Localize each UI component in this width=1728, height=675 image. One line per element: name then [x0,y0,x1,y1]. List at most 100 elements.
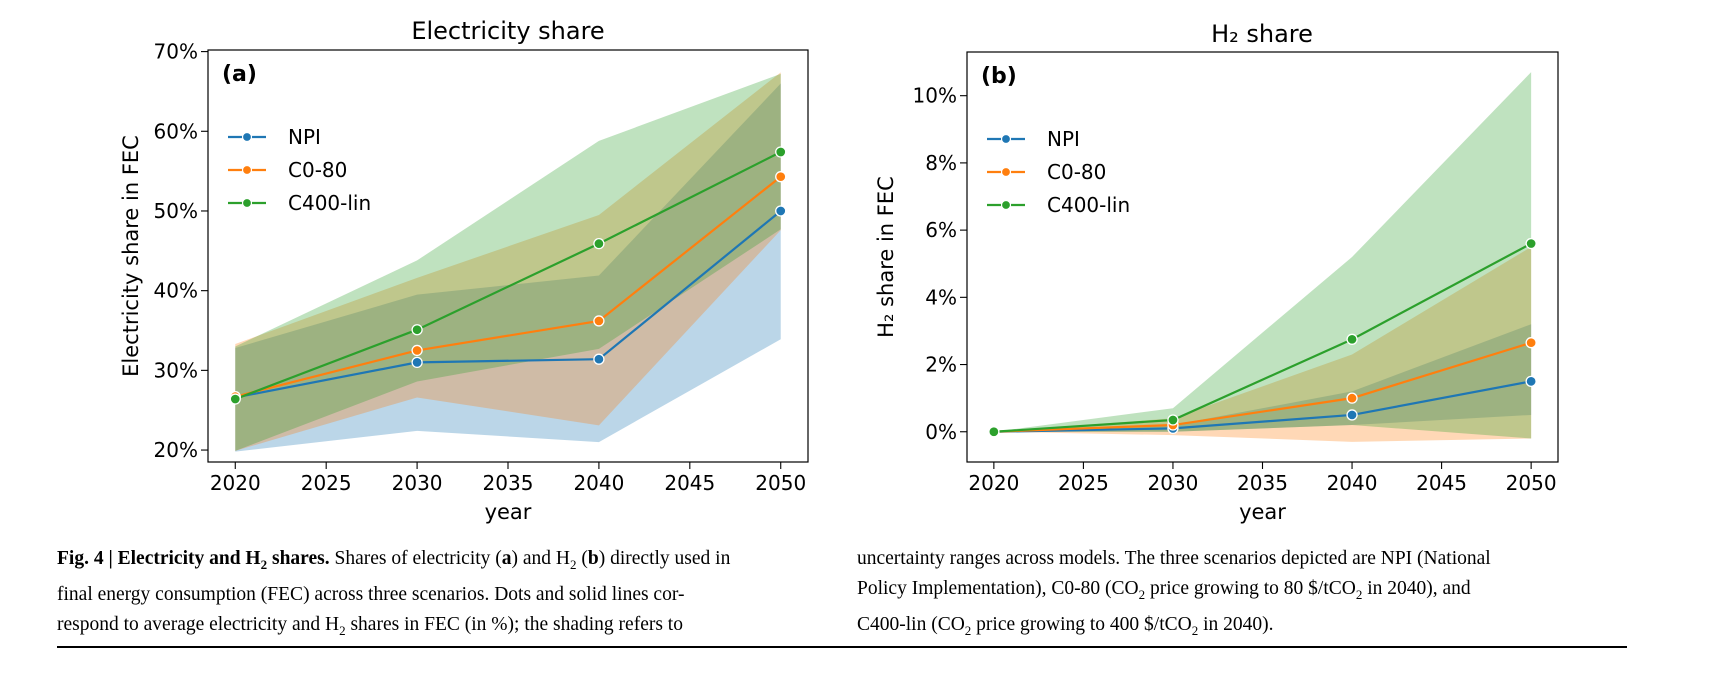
x-tick-label: 2030 [392,471,443,495]
figure-caption: Fig. 4 | Electricity and H2 shares. Shar… [57,544,1627,644]
series-line-npi [235,210,782,399]
x-tick-label: 2020 [210,471,261,495]
caption-text: C400-lin (CO [857,613,965,635]
caption-fig-label-sub: 2 [260,556,268,572]
uncertainty-band-c400-lin [235,73,781,451]
caption-text: in 2040). [1198,613,1274,635]
plot-area [234,72,782,452]
caption-right-column: uncertainty ranges across models. The th… [857,544,1627,646]
data-point-c400-lin [988,426,1000,438]
data-point-c400-lin [229,393,241,405]
y-tick-label: 60% [154,119,198,143]
uncertainty-band-c0-80 [993,246,1532,442]
caption-text-bold: b [587,548,599,569]
caption-fig-label: Fig. 4 | Electricity and H [57,548,261,569]
plot-area [993,72,1532,442]
uncertainty-band-npi [235,83,781,452]
chart-panel-a: 2020 2025 2030 2035 2040 2045 2050 20% 30% 40% 50%… [119,17,809,524]
y-axis-label: H₂ share in FEC [874,176,898,338]
data-point-c400-lin [1346,333,1358,345]
y-tick-label: 70% [154,40,198,64]
caption-text: uncertainty ranges across models. The th… [857,548,1491,569]
legend-label-c400-lin: C400-lin [1047,193,1130,217]
y-tick-label: 4% [925,285,957,309]
x-tick-label: 2025 [301,471,352,495]
caption-subscript: 2 [1191,622,1199,638]
legend-marker-c0-80 [241,164,253,176]
legend-marker-c0-80 [1000,166,1012,178]
caption-fig-label-end: shares. [267,548,330,569]
data-point-c400-lin [593,237,605,250]
data-point-c400-lin [411,324,423,336]
x-tick-label: 2025 [1058,471,1109,495]
x-tick-label: 2035 [1237,471,1288,495]
caption-subscript: 2 [339,622,346,638]
legend-label-c0-80: C0-80 [1047,160,1106,184]
data-point-c400-lin [775,146,787,158]
y-tick-label: 0% [925,420,957,444]
data-point-c400-lin [1525,237,1537,250]
x-tick-label: 2020 [968,471,1019,495]
y-tick-label: 50% [154,199,198,223]
caption-bottom-rule [57,646,1627,648]
x-tick-label: 2050 [755,471,806,495]
caption-line-2: final energy consumption (FEC) across th… [57,580,837,610]
y-tick-label: 6% [925,218,957,242]
x-axis-label: year [1239,500,1286,524]
y-tick-label: 20% [154,438,198,462]
panel-label: (a) [222,62,257,87]
chart-panel-b: 2020 2025 2030 2035 2040 2045 2050 0% 2% 4% 6% 8% 10… [874,20,1559,524]
chart-title: H₂ share [1211,20,1313,48]
x-tick-label: 2040 [1327,471,1378,495]
series-line-c0-80 [235,175,782,398]
legend-marker-c400-lin [1000,199,1012,211]
legend-label-c400-lin: C400-lin [288,191,371,215]
x-tick-label: 2045 [1416,471,1467,495]
uncertainty-band-npi [993,324,1532,432]
chart-title: Electricity share [411,17,604,45]
caption-subscript: 2 [1355,586,1363,602]
legend-label-npi: NPI [1047,127,1080,151]
data-point-c0-80 [411,344,423,357]
y-tick-label: 2% [925,353,957,377]
caption-text: price growing to 80 $/tCO [1145,578,1356,599]
legend-marker-npi [1000,133,1012,145]
y-tick-label: 10% [913,84,957,108]
caption-text: Policy Implementation), C0-80 (CO [857,578,1139,599]
y-tick-label: 8% [925,151,957,175]
caption-text: ) and H [511,548,571,569]
series-line-c400-lin [993,242,1532,433]
x-tick-label: 2045 [664,471,715,495]
data-point-npi [1525,375,1537,387]
uncertainty-band-c0-80 [235,72,781,451]
series-line-c0-80 [993,341,1532,433]
caption-subscript: 2 [964,622,972,638]
caption-line-4: uncertainty ranges across models. The th… [857,544,1627,574]
caption-text: shares in FEC (in %); the shading refers… [345,613,683,635]
x-tick-label: 2030 [1148,471,1199,495]
x-axis-label: year [485,500,532,524]
uncertainty-band-c400-lin [993,72,1532,439]
x-tick-label: 2050 [1506,471,1557,495]
legend-marker-c400-lin [241,197,253,209]
caption-text: respond to average electricity and H [57,613,340,635]
x-tick-label: 2040 [573,471,624,495]
caption-text: price growing to 400 $/tCO [971,613,1192,635]
caption-subscript: 2 [1138,586,1146,602]
series-line-npi [993,380,1532,433]
caption-subscript: 2 [570,556,577,572]
panel-label: (b) [981,64,1017,89]
caption-line-1: Fig. 4 | Electricity and H2 shares. Shar… [57,544,837,580]
legend-label-npi: NPI [288,125,321,149]
caption-text: Shares of electricity ( [329,548,502,569]
caption-line-5: Policy Implementation), C0-80 (CO2 price… [857,574,1627,610]
data-point-c0-80 [1525,337,1537,349]
caption-text: ( [576,548,588,569]
y-tick-label: 30% [154,358,198,382]
caption-text: final energy consumption (FEC) across th… [57,583,685,605]
caption-left-column: Fig. 4 | Electricity and H2 shares. Shar… [57,544,837,646]
data-point-npi [411,356,423,369]
y-tick-label: 40% [154,279,198,303]
caption-line-6: C400-lin (CO2 price growing to 400 $/tCO… [857,610,1627,646]
caption-line-3: respond to average electricity and H2 sh… [57,610,837,646]
